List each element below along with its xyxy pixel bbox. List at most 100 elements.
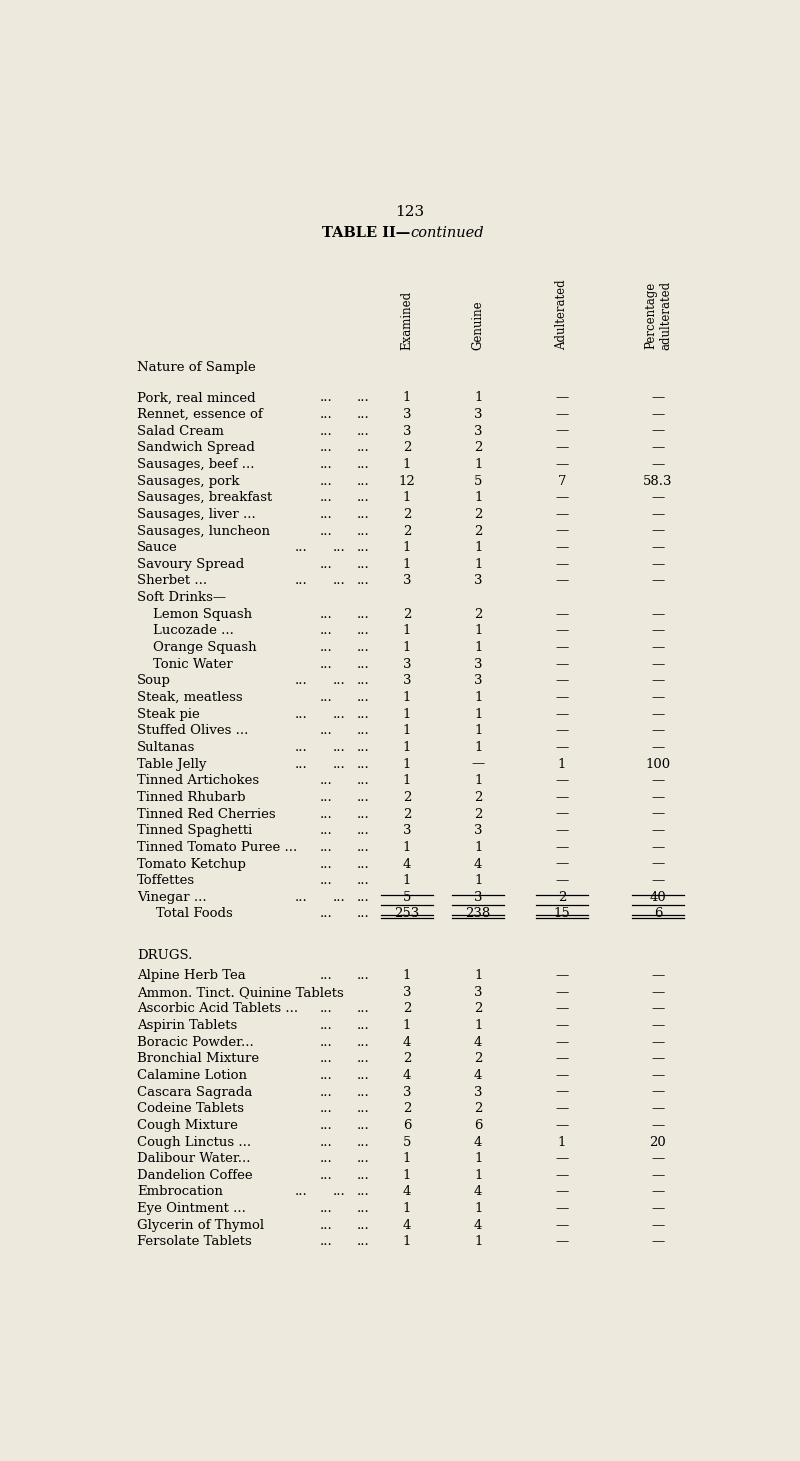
Text: ...: ... (357, 842, 370, 853)
Text: —: — (555, 1086, 569, 1099)
Text: —: — (555, 1169, 569, 1182)
Text: —: — (555, 691, 569, 704)
Text: 4: 4 (474, 1218, 482, 1232)
Text: ...: ... (357, 907, 370, 920)
Text: ...: ... (357, 1202, 370, 1216)
Text: ...: ... (320, 1218, 333, 1232)
Text: —: — (555, 392, 569, 405)
Text: 1: 1 (474, 624, 482, 637)
Text: —: — (555, 624, 569, 637)
Text: ...: ... (320, 1069, 333, 1083)
Text: 1: 1 (402, 1202, 411, 1216)
Text: ...: ... (357, 508, 370, 522)
Text: 1: 1 (558, 758, 566, 770)
Text: 2: 2 (474, 508, 482, 522)
Text: —: — (651, 1185, 665, 1198)
Text: Stuffed Olives ...: Stuffed Olives ... (138, 725, 249, 738)
Text: 5: 5 (474, 475, 482, 488)
Text: ...: ... (320, 969, 333, 982)
Text: —: — (555, 874, 569, 887)
Text: —: — (555, 969, 569, 982)
Text: ...: ... (320, 725, 333, 738)
Text: Ascorbic Acid Tablets ...: Ascorbic Acid Tablets ... (138, 1002, 298, 1015)
Text: ...: ... (332, 758, 345, 770)
Text: ...: ... (357, 1218, 370, 1232)
Text: 238: 238 (466, 907, 491, 920)
Text: 2: 2 (474, 441, 482, 454)
Text: 6: 6 (402, 1119, 411, 1132)
Text: 2: 2 (474, 524, 482, 538)
Text: Steak pie: Steak pie (138, 707, 200, 720)
Text: 3: 3 (402, 986, 411, 999)
Text: ...: ... (357, 574, 370, 587)
Text: 2: 2 (474, 790, 482, 804)
Text: 1: 1 (402, 774, 411, 787)
Text: —: — (651, 1069, 665, 1083)
Text: 1: 1 (474, 774, 482, 787)
Text: Genuine: Genuine (472, 300, 485, 349)
Text: 3: 3 (402, 824, 411, 837)
Text: ...: ... (357, 441, 370, 454)
Text: —: — (651, 425, 665, 438)
Text: —: — (555, 741, 569, 754)
Text: —: — (471, 758, 485, 770)
Text: —: — (651, 874, 665, 887)
Text: ...: ... (357, 624, 370, 637)
Text: —: — (651, 741, 665, 754)
Text: —: — (555, 1236, 569, 1249)
Text: ...: ... (357, 1036, 370, 1049)
Text: ...: ... (320, 408, 333, 421)
Text: Dalibour Water...: Dalibour Water... (138, 1153, 250, 1166)
Text: 1: 1 (474, 741, 482, 754)
Text: ...: ... (357, 491, 370, 504)
Text: —: — (555, 641, 569, 655)
Text: 1: 1 (402, 691, 411, 704)
Text: 1: 1 (402, 758, 411, 770)
Text: 20: 20 (650, 1135, 666, 1148)
Text: ...: ... (357, 824, 370, 837)
Text: Tinned Spaghetti: Tinned Spaghetti (138, 824, 253, 837)
Text: Sultanas: Sultanas (138, 741, 195, 754)
Text: ...: ... (357, 558, 370, 571)
Text: ...: ... (357, 1153, 370, 1166)
Text: ...: ... (332, 675, 345, 687)
Text: ...: ... (357, 1102, 370, 1115)
Text: 2: 2 (402, 1102, 411, 1115)
Text: 1: 1 (474, 641, 482, 655)
Text: ...: ... (320, 624, 333, 637)
Text: 253: 253 (394, 907, 419, 920)
Text: ...: ... (320, 1236, 333, 1249)
Text: 5: 5 (402, 1135, 411, 1148)
Text: —: — (651, 842, 665, 853)
Text: Codeine Tablets: Codeine Tablets (138, 1102, 244, 1115)
Text: —: — (651, 558, 665, 571)
Text: ...: ... (295, 741, 308, 754)
Text: —: — (555, 808, 569, 821)
Text: ...: ... (357, 1052, 370, 1065)
Text: ...: ... (320, 524, 333, 538)
Text: ...: ... (357, 1135, 370, 1148)
Text: 4: 4 (474, 1036, 482, 1049)
Text: Table Jelly: Table Jelly (138, 758, 206, 770)
Text: ...: ... (320, 1086, 333, 1099)
Text: ...: ... (357, 707, 370, 720)
Text: —: — (651, 675, 665, 687)
Text: Tonic Water: Tonic Water (153, 657, 233, 671)
Text: 123: 123 (395, 205, 425, 219)
Text: ...: ... (320, 691, 333, 704)
Text: 3: 3 (474, 986, 482, 999)
Text: ...: ... (320, 1202, 333, 1216)
Text: Sausages, liver ...: Sausages, liver ... (138, 508, 256, 522)
Text: Tinned Red Cherries: Tinned Red Cherries (138, 808, 276, 821)
Text: 1: 1 (474, 558, 482, 571)
Text: ...: ... (357, 969, 370, 982)
Text: —: — (555, 608, 569, 621)
Text: ...: ... (357, 475, 370, 488)
Text: Steak, meatless: Steak, meatless (138, 691, 243, 704)
Text: 5: 5 (402, 891, 411, 904)
Text: 1: 1 (474, 1153, 482, 1166)
Text: Embrocation: Embrocation (138, 1185, 223, 1198)
Text: ...: ... (320, 1102, 333, 1115)
Text: Calamine Lotion: Calamine Lotion (138, 1069, 247, 1083)
Text: Lemon Squash: Lemon Squash (153, 608, 252, 621)
